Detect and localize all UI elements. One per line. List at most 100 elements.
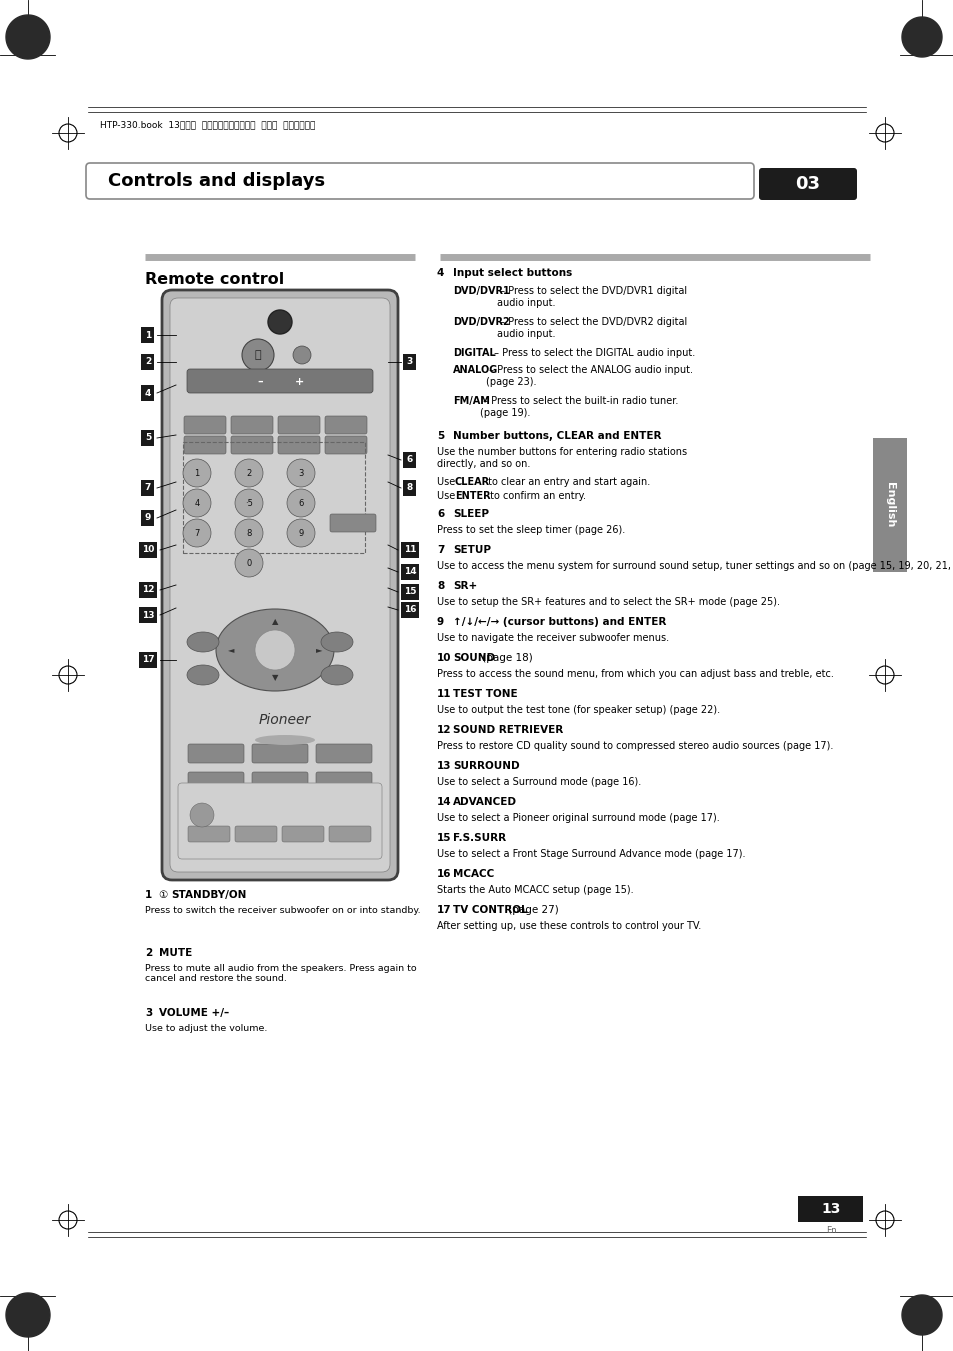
Text: 1: 1 [145,331,151,339]
Text: 7: 7 [145,484,151,493]
Text: F.S.SURR: F.S.SURR [453,834,506,843]
Text: 13: 13 [142,611,154,620]
Text: 8: 8 [246,528,252,538]
FancyBboxPatch shape [188,744,244,763]
FancyBboxPatch shape [872,438,906,571]
FancyBboxPatch shape [170,299,390,871]
Text: Use: Use [436,477,457,486]
FancyBboxPatch shape [329,825,371,842]
Text: Press to access the sound menu, from which you can adjust bass and treble, etc.: Press to access the sound menu, from whi… [436,669,833,680]
FancyBboxPatch shape [86,163,753,199]
Text: 2: 2 [145,358,151,366]
Circle shape [183,519,211,547]
Text: Use to select a Surround mode (page 16).: Use to select a Surround mode (page 16). [436,777,640,788]
Circle shape [234,549,263,577]
Text: (page 18): (page 18) [478,653,532,663]
FancyBboxPatch shape [141,430,154,446]
Text: 1: 1 [194,469,199,477]
Polygon shape [6,15,50,59]
Text: DIGITAL: DIGITAL [453,349,496,358]
Circle shape [183,459,211,486]
Text: 15: 15 [436,834,451,843]
Text: ◄: ◄ [228,646,234,654]
Text: 7: 7 [436,544,444,555]
Text: Press to mute all audio from the speakers. Press again to
cancel and restore the: Press to mute all audio from the speaker… [145,965,416,984]
Circle shape [287,489,314,517]
Text: ↑/↓/←/→ (cursor buttons) and ENTER: ↑/↓/←/→ (cursor buttons) and ENTER [453,617,666,627]
Text: ►: ► [315,646,322,654]
Text: ⏻: ⏻ [254,350,261,359]
FancyBboxPatch shape [188,825,230,842]
Text: ▼: ▼ [272,674,278,682]
Text: ADVANCED: ADVANCED [453,797,517,807]
Text: Pioneer: Pioneer [258,713,311,727]
Text: Use to setup the SR+ features and to select the SR+ mode (page 25).: Use to setup the SR+ features and to sel… [436,597,780,607]
Text: English: English [884,482,894,528]
Text: Use to access the menu system for surround sound setup, tuner settings and so on: Use to access the menu system for surrou… [436,561,953,571]
Polygon shape [6,1293,50,1337]
FancyBboxPatch shape [315,771,372,790]
FancyBboxPatch shape [231,416,273,434]
FancyBboxPatch shape [400,542,418,558]
Text: 16: 16 [403,605,416,615]
FancyBboxPatch shape [252,744,308,763]
FancyBboxPatch shape [277,416,319,434]
Circle shape [234,489,263,517]
Text: 9: 9 [436,617,444,627]
Text: SETUP: SETUP [453,544,491,555]
Text: Use to output the test tone (for speaker setup) (page 22).: Use to output the test tone (for speaker… [436,705,720,715]
Text: SURROUND: SURROUND [453,761,519,771]
FancyBboxPatch shape [759,168,856,200]
FancyBboxPatch shape [141,354,154,370]
FancyBboxPatch shape [330,513,375,532]
Text: Use to navigate the receiver subwoofer menus.: Use to navigate the receiver subwoofer m… [436,634,668,643]
Text: ANALOG: ANALOG [453,365,497,376]
FancyBboxPatch shape [400,565,418,580]
FancyBboxPatch shape [234,825,276,842]
Text: 17: 17 [142,655,154,665]
Text: CLEAR: CLEAR [455,477,490,486]
Text: VOLUME +/–: VOLUME +/– [159,1008,229,1019]
Text: 12: 12 [142,585,154,594]
Text: 1: 1 [145,890,152,900]
Text: – Press to select the DIGITAL audio input.: – Press to select the DIGITAL audio inpu… [491,349,695,358]
FancyBboxPatch shape [403,453,416,467]
Text: MUTE: MUTE [159,948,193,958]
FancyBboxPatch shape [162,290,397,880]
Text: to confirm an entry.: to confirm an entry. [486,490,585,501]
FancyBboxPatch shape [231,436,273,454]
Text: TEST TONE: TEST TONE [453,689,517,698]
Text: Press to set the sleep timer (page 26).: Press to set the sleep timer (page 26). [436,526,624,535]
Polygon shape [902,1296,941,1335]
FancyBboxPatch shape [403,480,416,496]
Text: SLEEP: SLEEP [453,509,489,519]
Text: HTP-330.book  13ページ  ２００７年３月２７日  火曜日  午後６時８分: HTP-330.book 13ページ ２００７年３月２７日 火曜日 午後６時８分 [100,120,315,130]
Circle shape [287,519,314,547]
Text: STANDBY/ON: STANDBY/ON [171,890,246,900]
Text: 4: 4 [194,499,199,508]
FancyBboxPatch shape [797,1196,862,1223]
FancyBboxPatch shape [188,771,244,790]
FancyBboxPatch shape [141,327,154,343]
FancyBboxPatch shape [252,771,308,790]
FancyBboxPatch shape [277,436,319,454]
Text: ▲: ▲ [272,617,278,627]
Text: 0: 0 [246,558,252,567]
Text: 5: 5 [436,431,444,440]
Text: 6: 6 [406,455,413,465]
Text: Use the number buttons for entering radio stations
directly, and so on.: Use the number buttons for entering radi… [436,447,686,469]
Text: After setting up, use these controls to control your TV.: After setting up, use these controls to … [436,921,700,931]
Ellipse shape [187,632,219,653]
Text: FM/AM: FM/AM [453,396,489,407]
Circle shape [287,459,314,486]
Text: – Press to select the DVD/DVR1 digital
audio input.: – Press to select the DVD/DVR1 digital a… [497,286,686,308]
Text: Use to select a Pioneer original surround mode (page 17).: Use to select a Pioneer original surroun… [436,813,719,823]
Text: 4: 4 [436,267,444,278]
Text: 6: 6 [298,499,303,508]
Text: (page 27): (page 27) [504,905,558,915]
Circle shape [242,339,274,372]
FancyBboxPatch shape [325,416,367,434]
Circle shape [293,346,311,363]
Text: Use to adjust the volume.: Use to adjust the volume. [145,1024,267,1034]
Text: 11: 11 [436,689,451,698]
